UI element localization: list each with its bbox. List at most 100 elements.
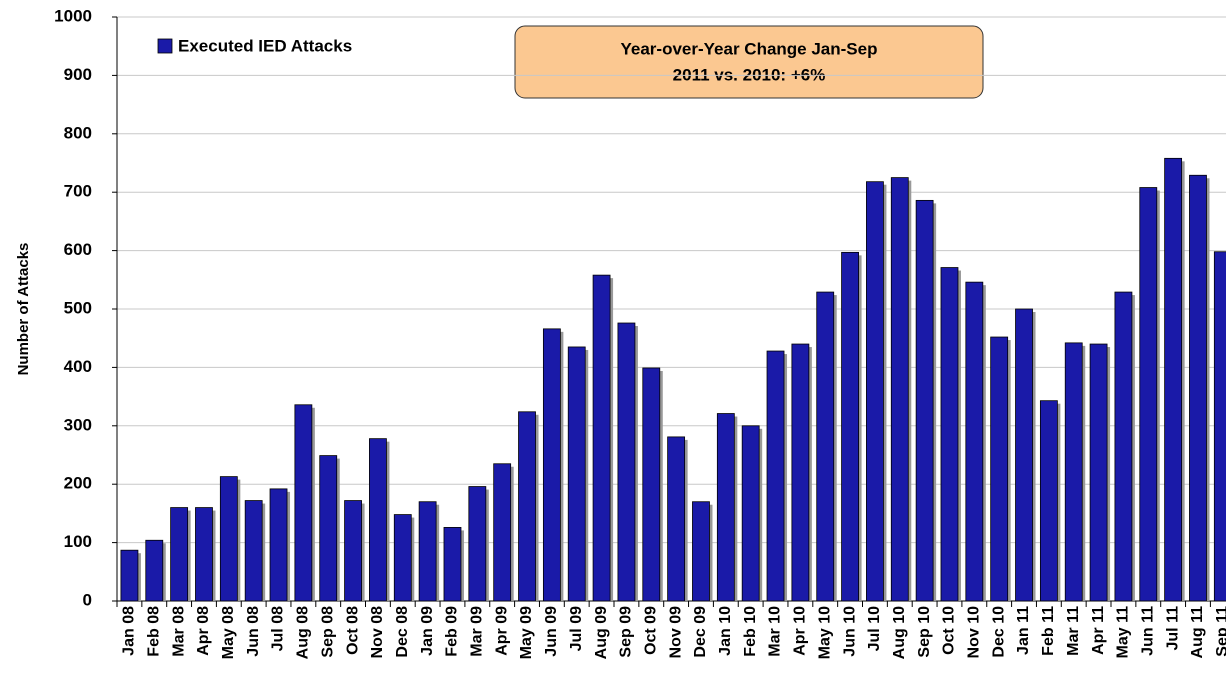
bar	[667, 436, 686, 602]
bar	[816, 291, 835, 602]
y-tick-label: 900	[64, 65, 92, 84]
x-tick-label: Oct 09	[642, 606, 659, 655]
bar	[1139, 187, 1158, 602]
bar	[890, 177, 909, 602]
x-tick-label: Aug 08	[295, 606, 312, 659]
y-tick-label: 1000	[54, 6, 92, 25]
bar	[1064, 342, 1083, 602]
bar	[195, 507, 213, 602]
y-tick-label: 300	[64, 415, 92, 434]
bar	[319, 455, 338, 602]
bar	[940, 267, 959, 602]
bar	[219, 476, 238, 602]
bar	[990, 336, 1009, 602]
x-tick-label: Jan 11	[1015, 606, 1032, 655]
bar	[170, 507, 189, 602]
x-tick-label: Jun 08	[245, 606, 262, 657]
x-tick-label: Apr 09	[493, 606, 510, 656]
x-tick-label: Jan 08	[121, 606, 138, 656]
x-tick-label: Jun 10	[841, 606, 858, 657]
x-tick-label: Sep 09	[618, 606, 635, 658]
legend-swatch	[157, 38, 173, 54]
y-tick-label: 200	[64, 474, 92, 493]
bar	[866, 181, 884, 602]
y-tick-label: 800	[64, 123, 92, 142]
x-tick-label: Jul 10	[866, 606, 883, 651]
x-tick-label: May 09	[518, 606, 535, 659]
x-tick-label: Dec 08	[394, 606, 411, 658]
bar	[617, 322, 636, 602]
x-tick-label: Jul 08	[270, 606, 287, 651]
bar	[518, 411, 536, 602]
x-tick-label: Aug 10	[891, 606, 908, 659]
x-tick-label: Sep 08	[319, 606, 336, 658]
bar	[145, 539, 164, 602]
x-tick-label: Feb 08	[145, 606, 162, 657]
bar	[915, 199, 934, 602]
x-tick-label: Nov 10	[966, 606, 983, 659]
bar	[1164, 157, 1183, 602]
x-tick-label: Mar 10	[767, 606, 784, 657]
bar	[418, 501, 437, 602]
x-tick-label: Sep 10	[916, 606, 933, 658]
x-tick-label: Apr 10	[792, 606, 809, 656]
x-tick-label: Mar 08	[170, 606, 187, 657]
bar	[1039, 400, 1058, 602]
x-tick-label: Feb 10	[742, 606, 759, 657]
bar	[841, 251, 859, 602]
x-tick-label: Jun 09	[543, 606, 560, 657]
bar	[1015, 308, 1033, 602]
x-tick-label: May 08	[220, 606, 237, 659]
bar	[592, 274, 611, 602]
x-tick-label: Jul 11	[1164, 606, 1181, 651]
x-tick-label: Oct 08	[344, 606, 361, 655]
x-tick-label: Jan 10	[717, 606, 734, 656]
bar	[716, 413, 735, 602]
y-tick-label: 100	[64, 532, 92, 551]
x-tick-label: Jan 09	[419, 606, 436, 656]
bar	[344, 500, 362, 602]
x-tick-label: Aug 09	[593, 606, 610, 659]
bar	[542, 328, 561, 602]
bar	[369, 438, 387, 602]
y-tick-label: 600	[64, 240, 92, 259]
bar	[244, 500, 263, 602]
y-tick-label: 400	[64, 357, 92, 376]
x-tick-label: Feb 11	[1040, 606, 1057, 656]
x-tick-label: Apr 08	[195, 606, 212, 656]
bar	[642, 367, 661, 602]
bar	[1213, 251, 1226, 602]
x-tick-label: Mar 11	[1065, 606, 1082, 656]
legend-label: Executed IED Attacks	[178, 36, 352, 55]
annotation: Year-over-Year Change Jan-Sep	[620, 39, 877, 58]
x-tick-label: Feb 09	[444, 606, 461, 657]
bar	[294, 404, 313, 602]
x-tick-label: Sep 11	[1214, 606, 1226, 657]
bar	[791, 343, 810, 602]
bar	[965, 281, 984, 602]
x-tick-label: Apr 11	[1090, 606, 1107, 655]
x-tick-label: Dec 10	[990, 606, 1007, 658]
bar	[1114, 291, 1133, 602]
x-tick-label: May 11	[1115, 606, 1132, 659]
bar	[443, 527, 462, 602]
bar	[766, 350, 785, 602]
bar	[493, 463, 512, 602]
x-tick-label: Dec 09	[692, 606, 709, 658]
y-tick-label: 500	[64, 298, 92, 317]
bar	[1089, 343, 1108, 602]
x-tick-label: Oct 10	[941, 606, 958, 655]
bar	[741, 425, 760, 602]
x-tick-label: Jun 11	[1139, 606, 1156, 656]
x-tick-label: May 10	[816, 606, 833, 659]
y-tick-label: 700	[64, 182, 92, 201]
x-tick-label: Jul 09	[568, 606, 585, 651]
bar	[120, 549, 139, 602]
y-axis-label: Number of Attacks	[15, 243, 32, 376]
bar	[393, 514, 412, 602]
annotation-box	[514, 25, 984, 99]
x-tick-label: Aug 11	[1189, 606, 1206, 659]
bar	[692, 501, 710, 602]
bar	[567, 346, 586, 602]
